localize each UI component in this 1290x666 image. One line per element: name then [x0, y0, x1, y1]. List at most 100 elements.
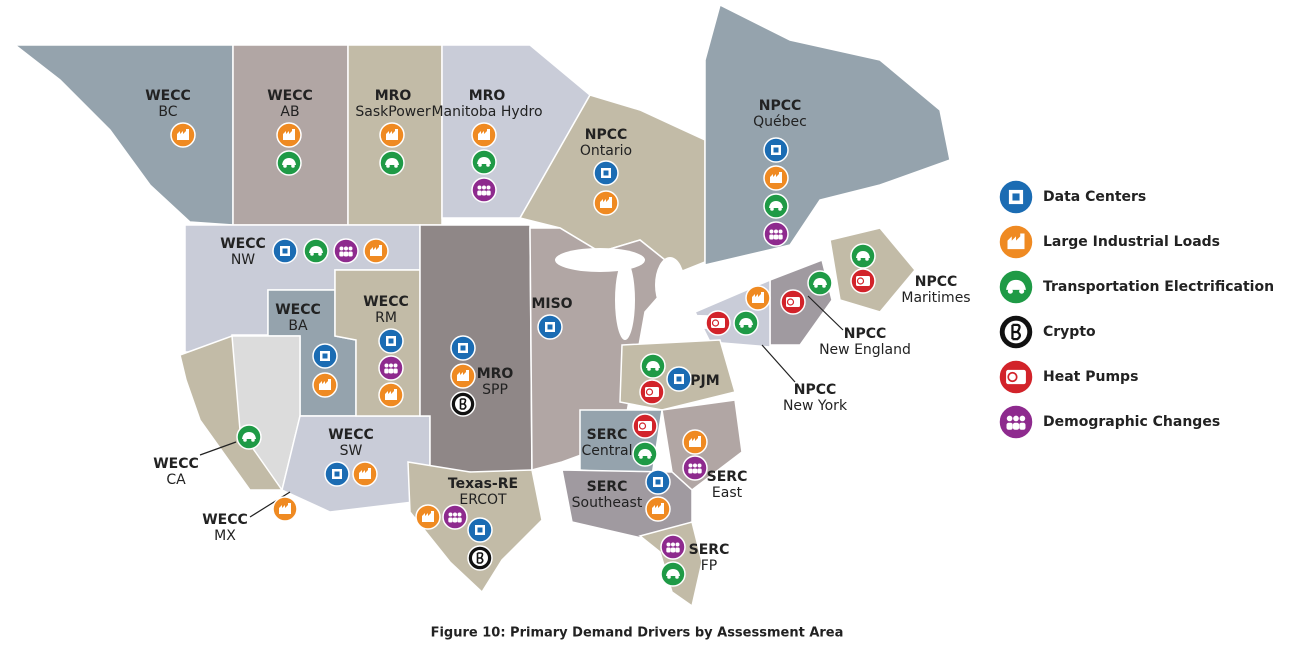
- icon-glyph: [482, 185, 486, 190]
- icon-glyph: [600, 197, 612, 208]
- caption: Figure 10: Primary Demand Drivers by Ass…: [431, 626, 844, 641]
- icon-glyph: [486, 163, 490, 167]
- icon-glyph: [486, 185, 491, 190]
- driver-icon: [303, 238, 329, 264]
- icon-glyph: [688, 463, 693, 468]
- area-entity: NPCC: [585, 127, 628, 143]
- icon-glyph: [477, 157, 491, 164]
- icon-glyph: [646, 361, 660, 368]
- driver-icon: [640, 353, 666, 379]
- icon-glyph: [666, 542, 671, 547]
- area-name: BC: [158, 104, 177, 120]
- icon-glyph: [477, 527, 483, 533]
- icon-glyph: [1007, 233, 1025, 250]
- area-name: SW: [340, 443, 363, 459]
- icon-glyph: [279, 503, 291, 514]
- driver-icon: [763, 137, 789, 163]
- icon-glyph: [459, 398, 467, 410]
- icon-glyph: [675, 575, 679, 579]
- icon-glyph: [778, 229, 783, 234]
- icon-glyph: [251, 438, 255, 442]
- area-name: Central: [582, 443, 633, 459]
- icon-glyph: [813, 278, 827, 285]
- leader-line: [249, 491, 291, 518]
- lake: [555, 248, 645, 272]
- icon-glyph: [774, 229, 778, 234]
- icon-glyph: [1011, 323, 1022, 341]
- driver-icon: [450, 335, 476, 361]
- legend-label: Demographic Changes: [1043, 414, 1220, 430]
- icon-glyph: [769, 229, 774, 234]
- icon-glyph: [667, 575, 671, 579]
- lake: [615, 260, 635, 340]
- driver-icon: [639, 379, 665, 405]
- icon-glyph: [865, 257, 869, 261]
- area-entity: WECC: [328, 427, 374, 443]
- icon-glyph: [242, 432, 256, 439]
- area-entity: MISO: [531, 296, 572, 312]
- driver-icon: [276, 122, 302, 148]
- leader-lines: [199, 295, 844, 518]
- icon-glyph: [857, 257, 861, 261]
- area-name: AB: [280, 104, 299, 120]
- icon-glyph: [639, 455, 643, 459]
- icon-glyph: [1007, 371, 1018, 383]
- icon-glyph: [675, 547, 680, 553]
- icon-glyph: [1006, 279, 1026, 290]
- icon-glyph: [343, 251, 349, 257]
- icon-glyph: [697, 463, 702, 468]
- driver-icon: [272, 496, 298, 522]
- region-maritimes: [829, 227, 916, 313]
- area-entity: MRO: [477, 366, 514, 382]
- icon-glyph: [476, 552, 484, 564]
- icon-glyph: [389, 363, 393, 368]
- icon-glyph: [477, 190, 482, 196]
- driver-icon: [272, 238, 298, 264]
- area-name: Southeast: [572, 495, 643, 511]
- icon-glyph: [477, 185, 482, 190]
- icon-glyph: [384, 368, 389, 374]
- icon-glyph: [1019, 288, 1025, 294]
- area-entity: MRO: [375, 88, 412, 104]
- area-entity: WECC: [202, 512, 248, 528]
- icon-glyph: [692, 468, 698, 474]
- driver-icon: [763, 221, 789, 247]
- area-entity: WECC: [267, 88, 313, 104]
- icon-glyph: [310, 252, 314, 256]
- driver-icon: [324, 461, 350, 487]
- area-name: FP: [701, 558, 718, 574]
- driver-icon: [312, 372, 338, 398]
- driver-icon: [593, 160, 619, 186]
- icon-glyph: [638, 422, 647, 430]
- icon-glyph: [386, 164, 390, 168]
- driver-icon: [998, 179, 1034, 215]
- driver-icon: [467, 545, 493, 571]
- icon-glyph: [393, 363, 398, 368]
- area-name: MX: [214, 528, 236, 544]
- driver-icon: [850, 268, 876, 294]
- lake: [655, 257, 685, 313]
- driver-icon: [471, 122, 497, 148]
- area-name: BA: [288, 318, 308, 334]
- icon-glyph: [739, 318, 753, 325]
- icon-circle: [660, 534, 686, 560]
- area-name: Maritimes: [901, 290, 970, 306]
- driver-icon: [645, 469, 671, 495]
- icon-glyph: [770, 207, 774, 211]
- icon-glyph: [481, 190, 487, 196]
- driver-icon: [378, 328, 404, 354]
- driver-icon: [998, 269, 1034, 305]
- driver-icon: [632, 441, 658, 467]
- icon-glyph: [647, 455, 651, 459]
- icons: [170, 122, 876, 587]
- icon-glyph: [603, 170, 609, 176]
- icon-glyph: [688, 468, 693, 474]
- region-quebec: [704, 3, 951, 266]
- driver-icon: [645, 496, 671, 522]
- icon-glyph: [386, 129, 398, 140]
- driver-icon: [763, 165, 789, 191]
- driver-icon: [998, 404, 1034, 440]
- area-entity: WECC: [220, 236, 266, 252]
- driver-icon: [733, 310, 759, 336]
